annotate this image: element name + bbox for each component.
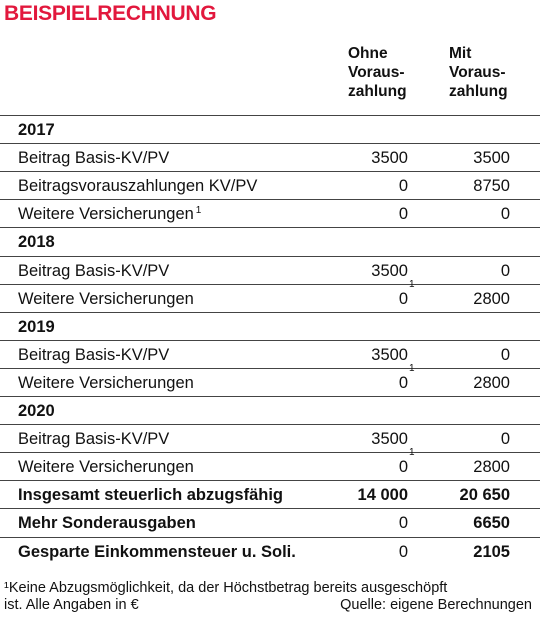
cell-value: 3500 (371, 345, 408, 364)
summary-label: Gesparte Einkommensteuer u. Soli. (18, 542, 296, 561)
summary-value: 0 (398, 514, 408, 533)
cell-value: 0 (500, 430, 510, 449)
cell-value: 3500 (371, 149, 408, 168)
column-header: Ohne Voraus-zahlung (348, 44, 407, 101)
row-label: Beitragsvorauszahlungen KV/PV (18, 177, 258, 196)
summary-value: 14 000 (357, 486, 408, 505)
column-header: Mit Voraus-zahlung (449, 44, 508, 101)
cell-value: 0 (398, 205, 408, 224)
row-label: Weitere Versicherungen (18, 458, 194, 477)
footnote: ¹Keine Abzugsmöglichkeit, da der Höchstb… (4, 580, 447, 614)
row-label: Weitere Versicherungen (18, 289, 194, 308)
table-row: Insgesamt steuerlich abzugsfähig 14 000 20… (0, 480, 540, 509)
source: Quelle: eigene Berechnungen (340, 597, 532, 613)
column-header-line: Mit (449, 45, 472, 62)
table-row: Beitragsvorauszahlungen KV/PV 0 8750 (0, 171, 540, 200)
column-header-line: Voraus- (449, 64, 506, 81)
summary-value: 0 (398, 542, 408, 561)
row-label: Beitrag Basis-KV/PV (18, 149, 170, 168)
row-label: Beitrag Basis-KV/PV (18, 345, 170, 364)
cell-value: 3500 (371, 261, 408, 280)
column-header-line: zahlung (348, 83, 407, 100)
summary-value: 20 650 (459, 486, 510, 505)
summary-label: Mehr Sonderausgaben (18, 514, 196, 533)
table-row: Gesparte Einkommensteuer u. Soli. 0 2105 (0, 536, 540, 566)
cell-value: 2800 (473, 458, 510, 477)
table-row: 2020 (0, 396, 540, 425)
table-row: Beitrag Basis-KV/PV 3500 3500 (0, 143, 540, 172)
table-row: Beitrag Basis-KV/PV 3500 0 (0, 255, 540, 285)
cell-value: 2800 (473, 373, 510, 392)
table-row: Weitere Versicherungen 0 1 2800 (0, 447, 540, 481)
cell-value: 3500 (473, 149, 510, 168)
footnote-line: ist. Alle Angaben in € (4, 597, 139, 613)
cell-value: 8750 (473, 177, 510, 196)
table-row: Weitere Versicherungen 0 1 2800 (0, 362, 540, 397)
title: BEISPIELRECHNUNG (4, 2, 217, 25)
cell-value: 0 (500, 345, 510, 364)
table-row: Mehr Sonderausgaben 0 6650 (0, 508, 540, 537)
table-row: Weitere Versicherungen 0 1 2800 (0, 278, 540, 313)
year-label: 2017 (18, 121, 55, 139)
summary-label: Insgesamt steuerlich abzugsfähig (18, 486, 283, 505)
footnote-line: ¹Keine Abzugsmöglichkeit, da der Höchstb… (4, 580, 448, 596)
table-row: 2017 (0, 115, 540, 144)
table-row: Weitere Versicherungen 1 0 0 (0, 199, 540, 228)
row-label: Beitrag Basis-KV/PV (18, 430, 170, 449)
table-row: Beitrag Basis-KV/PV 3500 0 (0, 339, 540, 369)
table-row: Beitrag Basis-KV/PV 3500 0 (0, 424, 540, 453)
cell-value: 0 (398, 177, 408, 196)
year-label: 2020 (18, 402, 55, 420)
row-label: Weitere Versicherungen 1 (18, 205, 202, 224)
table-row: 2019 (0, 311, 540, 341)
cell-value: 0 (500, 261, 510, 280)
year-label: 2018 (18, 233, 55, 252)
row-label: Beitrag Basis-KV/PV (18, 261, 170, 280)
footnote-mark: 1 (195, 205, 202, 217)
column-header-line: Ohne (348, 45, 388, 62)
summary-value: 6650 (473, 514, 510, 533)
cell-value: 2800 (473, 289, 510, 308)
year-label: 2019 (18, 317, 55, 336)
table-row: 2018 (0, 227, 540, 256)
row-label: Weitere Versicherungen (18, 373, 194, 392)
column-header-line: Voraus- (348, 64, 405, 81)
summary-value: 2105 (473, 542, 510, 561)
cell-value: 0 (500, 205, 510, 224)
cell-value: 3500 (371, 430, 408, 449)
column-header-line: zahlung (449, 83, 508, 100)
